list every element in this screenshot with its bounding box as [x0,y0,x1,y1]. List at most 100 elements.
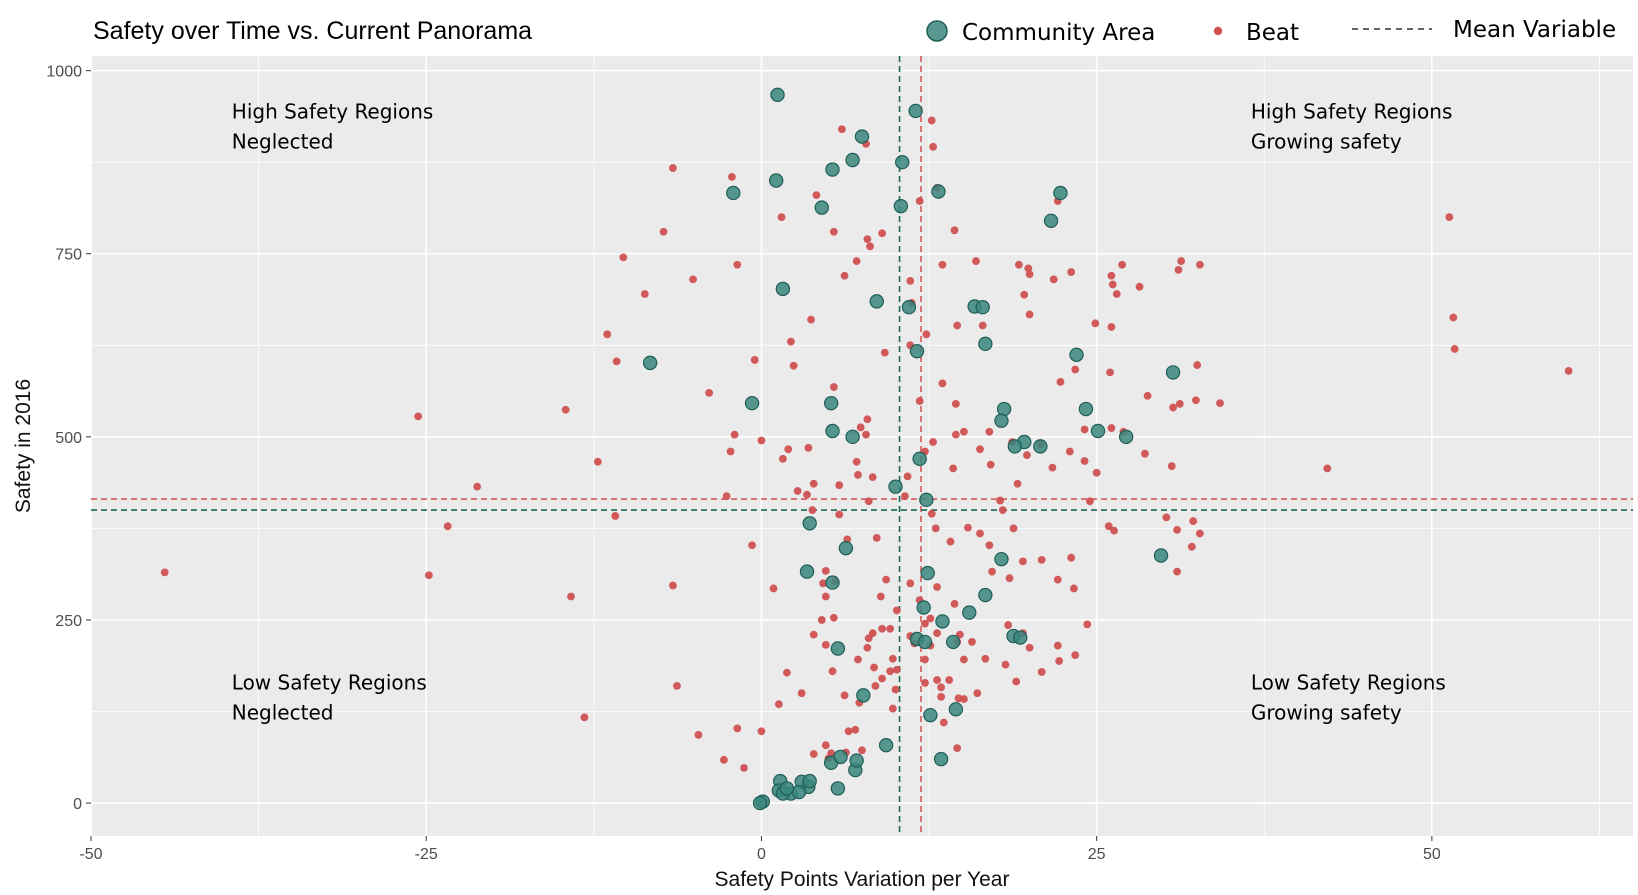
community-area-point [1033,439,1048,454]
beat-point [921,679,929,687]
annotation-line: Low Safety Regions [1251,671,1446,695]
beat-point [1049,275,1058,284]
community-area-point [1118,429,1134,445]
beat-point [892,665,901,674]
community-area-point [845,429,860,445]
beat-point [1048,463,1057,472]
beat-point [1110,526,1118,535]
beat-point [757,436,766,445]
beat-point [1091,319,1100,328]
beat-point [953,744,962,753]
beat-point [1175,399,1184,408]
legend-label-mean-variable: Mean Variable [1453,17,1616,43]
community-area-point [994,551,1009,567]
beat-point [821,592,830,601]
beat-point [1173,525,1182,534]
beat-point [868,473,877,482]
beat-point [561,405,570,414]
community-area-point [994,413,1009,428]
beat-point [603,330,612,339]
beat-point [1564,367,1573,375]
beat-point [611,512,620,520]
y-tick-label: 1000 [46,64,82,81]
community-area-point [744,395,760,411]
beat-point [931,524,940,533]
beat-point [882,575,891,584]
beat-point [906,276,915,285]
beat-point [986,460,995,469]
beat-point [862,430,870,439]
beat-point [951,399,960,408]
beat-point [769,584,778,593]
community-area-point [802,516,817,531]
community-area-point [838,540,854,556]
beat-point [866,242,874,251]
beat-point [640,290,649,298]
beat-point [844,727,853,736]
beat-point [878,624,887,633]
quadrant-annotation: High Safety Regions Growing safety [1251,99,1453,153]
community-area-point [945,634,961,650]
beat-point [903,472,912,481]
beat-point [809,750,818,758]
beat-point [1108,280,1117,289]
beat-point [926,614,935,623]
beat-point [1445,213,1454,222]
beat-point [728,172,736,181]
beat-point [1071,365,1080,374]
beat-point [659,227,668,236]
beat-point [726,447,735,456]
beat-point [840,271,849,280]
community-area-point [978,336,993,352]
beat-point [1056,378,1065,386]
community-area-point [912,451,927,467]
beat-point [951,430,960,439]
beat-point [1065,447,1074,456]
beat-point [719,755,728,764]
beat-point [871,681,880,690]
beat-point [1067,268,1076,276]
beat-point [1106,368,1114,377]
beat-point [803,490,811,499]
beat-point [872,534,881,542]
beat-point [854,655,862,664]
beat-point [998,506,1007,514]
beat-point [1053,641,1062,650]
community-area-point [917,634,933,650]
beat-point [933,583,941,591]
beat-point [937,683,946,692]
community-area-point [888,479,903,494]
beat-point [856,423,865,432]
beat-point [1135,282,1144,291]
beat-point [938,260,947,269]
beat-point [733,260,742,269]
beat-point [985,427,994,436]
community-area-point [854,129,870,144]
quadrant-annotations: High Safety Regions Neglected High Safety … [232,99,1453,724]
quadrant-annotation: High Safety Regions Neglected [232,99,434,153]
community-area-point [1043,213,1059,228]
beat-point [1107,424,1116,432]
beat-point [777,213,786,222]
community-area-point [845,152,860,168]
beat-point [937,692,946,701]
beat-point [829,227,838,236]
beat-point [443,522,452,531]
beat-point [740,763,748,772]
community-area-point [909,343,925,359]
community-area-point [931,184,946,199]
beat-point [1173,567,1182,576]
community-area-point [962,605,977,620]
community-area-point [825,423,840,439]
community-area-point [908,103,923,119]
beat-point [1014,260,1023,269]
community-area-point [978,587,993,603]
beat-point [929,438,937,446]
legend-label-community-area: Community Area [962,20,1155,46]
beat-point [891,685,900,694]
beat-point [976,445,984,454]
beat-point [567,592,575,601]
beat-point [1191,396,1200,405]
community-area-point [770,87,785,103]
beat-point [812,191,821,200]
